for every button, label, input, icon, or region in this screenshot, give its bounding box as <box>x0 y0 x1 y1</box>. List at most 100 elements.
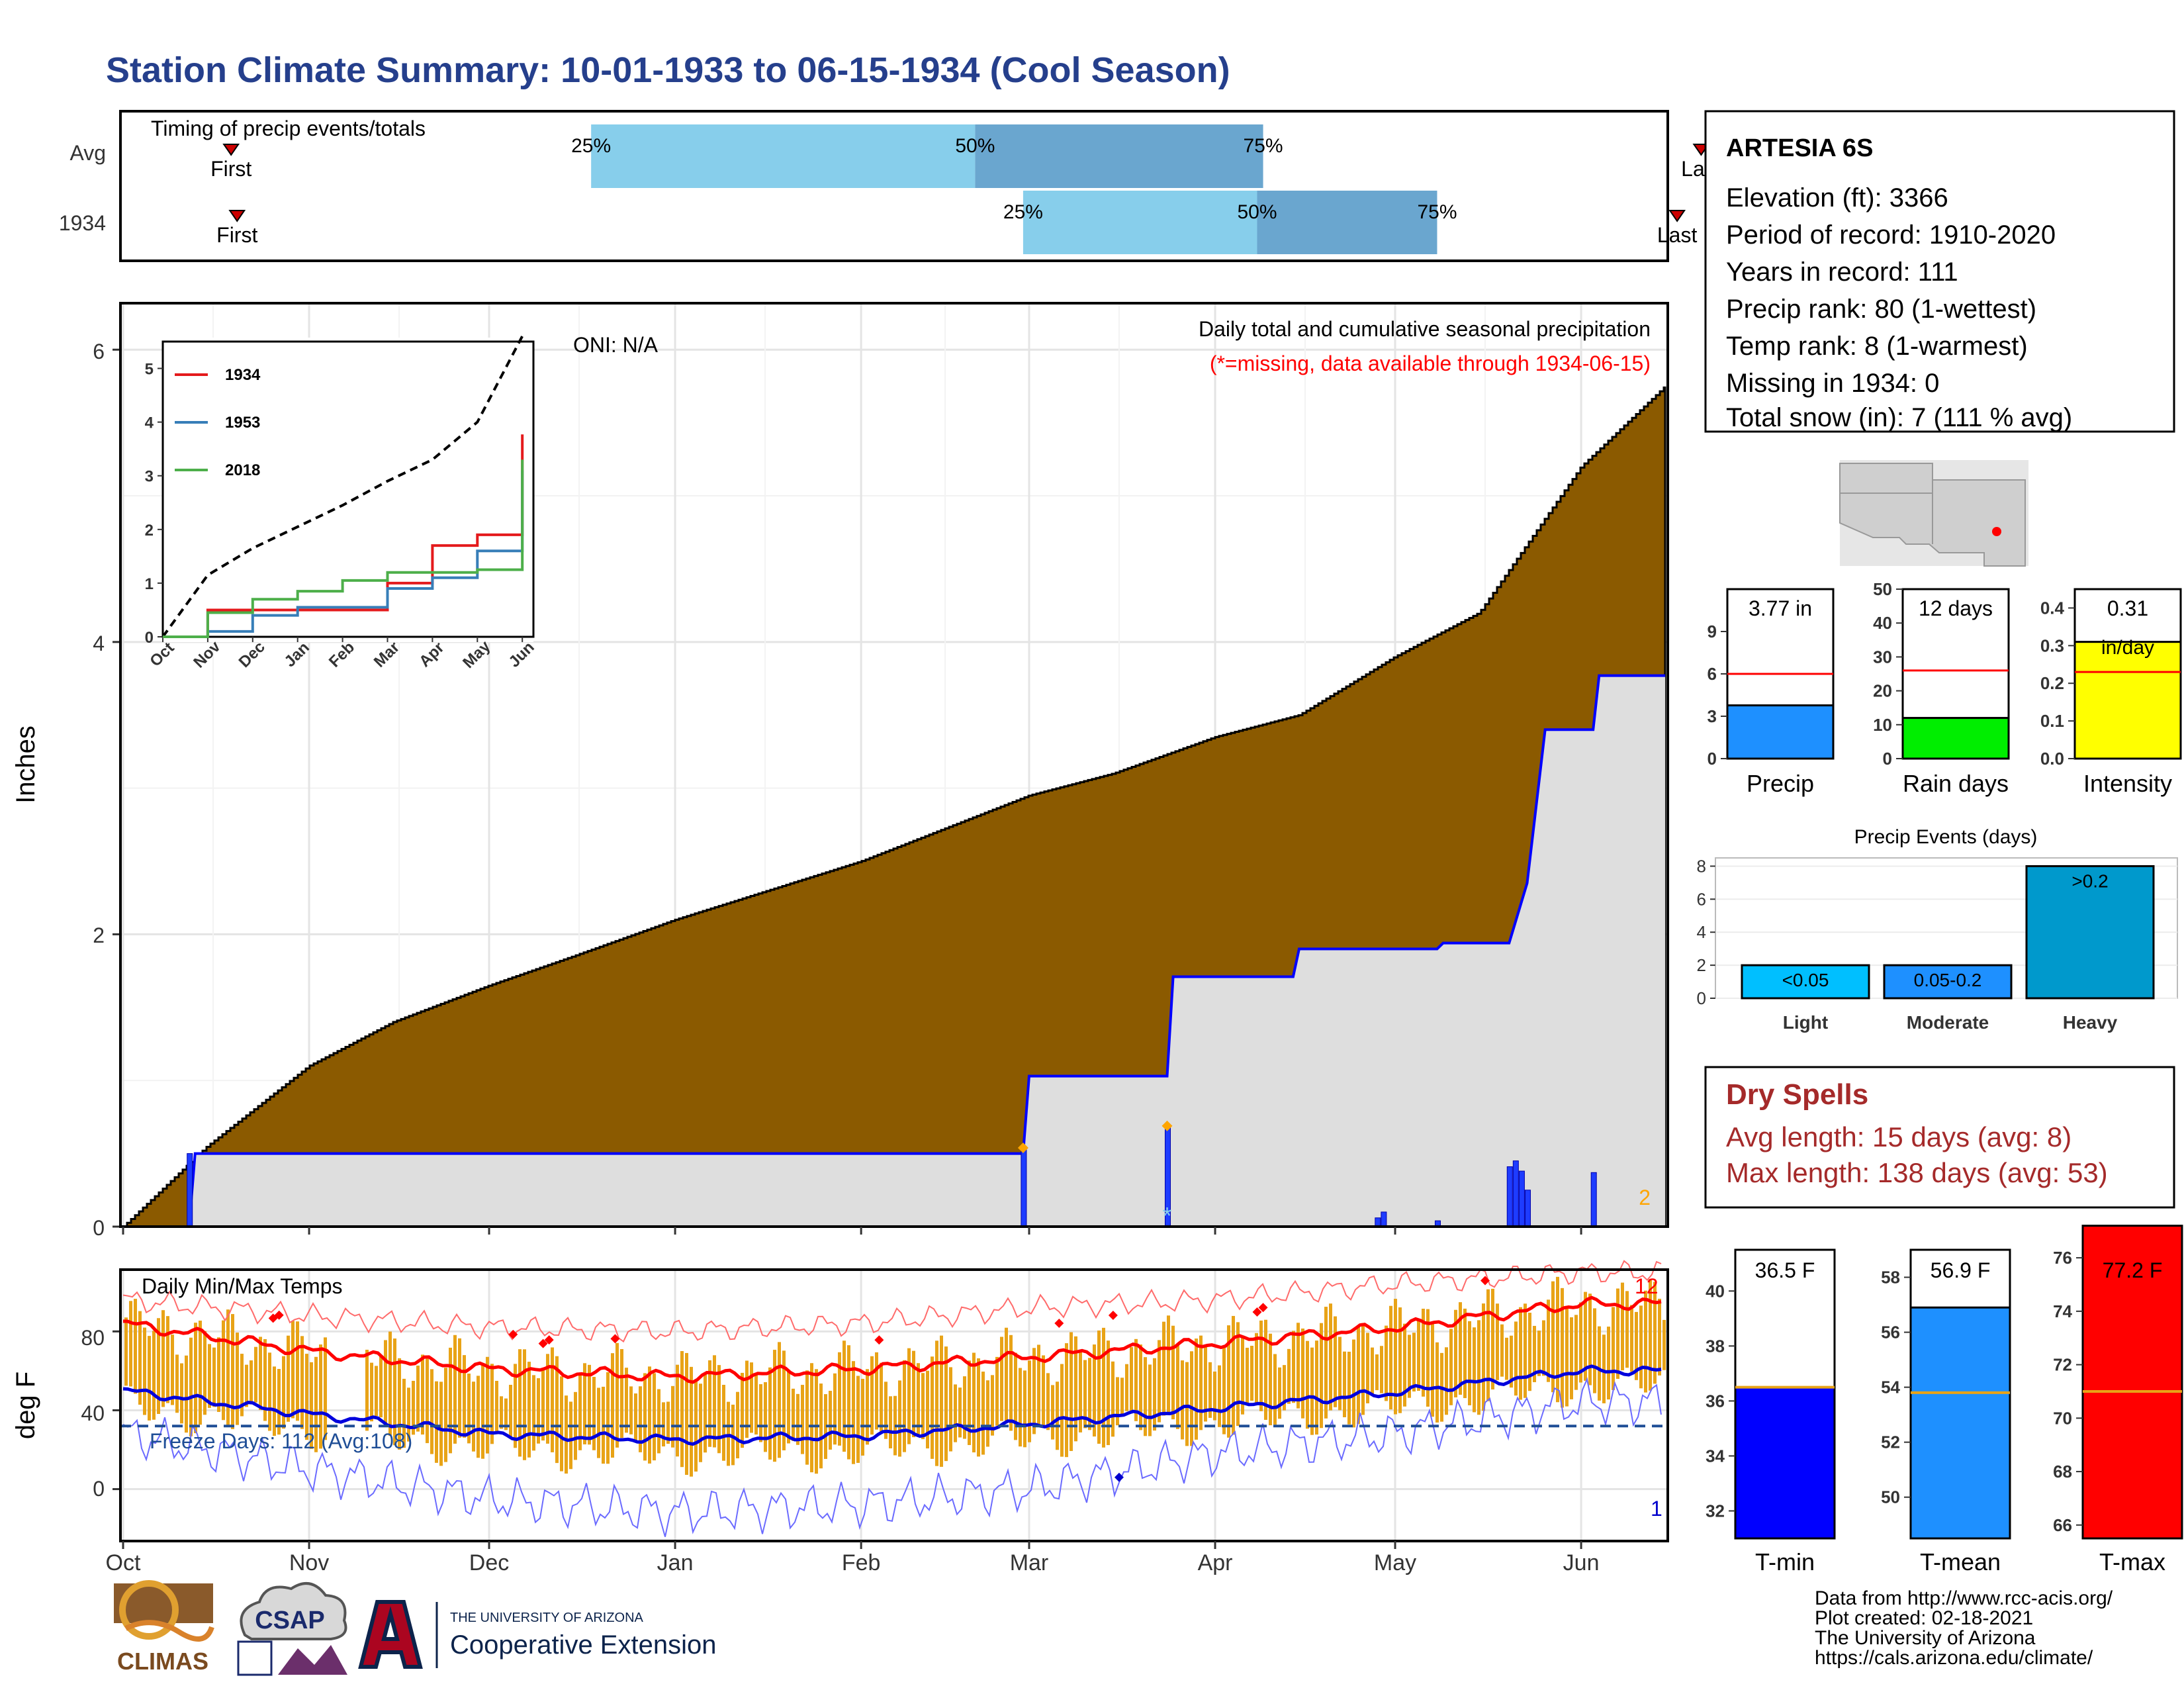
summary-bar <box>2073 641 2182 760</box>
climas-text: CLIMAS <box>117 1648 208 1675</box>
inset-ytick: 3 <box>145 468 154 486</box>
station-location-dot <box>1992 527 2001 536</box>
daily-temp-range-bar <box>833 1373 837 1445</box>
daily-temp-range-bar <box>1371 1347 1374 1394</box>
daily-temp-range-bar <box>1593 1308 1596 1393</box>
daily-temp-range-bar <box>324 1337 327 1440</box>
station-temp-rank: Temp rank: 8 (1-warmest) <box>1726 332 2028 361</box>
inset-series-1953 <box>163 470 524 638</box>
daily-temp-range-bar <box>1227 1325 1230 1438</box>
daily-temp-range-bar <box>537 1378 540 1444</box>
daily-temp-range-bar <box>175 1354 179 1413</box>
daily-temp-range-bar <box>148 1336 151 1421</box>
station-period: Period of record: 1910-2020 <box>1726 220 2056 250</box>
events-ytick: 4 <box>1697 922 1706 942</box>
temp-summary-bar <box>2081 1225 2183 1540</box>
daily-temp-range-bar <box>1449 1329 1453 1405</box>
daily-temp-range-bar <box>486 1356 489 1454</box>
daily-temp-range-bar <box>597 1387 600 1458</box>
daily-temp-range-bar <box>1301 1328 1304 1419</box>
daily-temp-range-bar <box>954 1384 957 1442</box>
daily-temp-range-bar <box>1574 1315 1578 1390</box>
daily-temp-range-bar <box>1389 1305 1392 1410</box>
first-event-label: First <box>210 157 251 181</box>
daily-temp-range-bar <box>1505 1337 1508 1380</box>
daily-temp-range-bar <box>995 1356 999 1426</box>
daily-temp-range-bar <box>653 1373 656 1461</box>
summary-ytick: 0.2 <box>2040 673 2064 693</box>
snow-marker <box>1017 1142 1028 1153</box>
daily-temp-range-bar <box>972 1352 976 1453</box>
daily-temp-range-bar <box>1019 1368 1022 1447</box>
precip-caption: Daily total and cumulative seasonal prec… <box>1199 317 1651 341</box>
daily-temp-range-bar <box>1357 1326 1360 1425</box>
temp-ytick: 80 <box>81 1326 105 1350</box>
daily-temp-range-bar <box>171 1335 174 1405</box>
daily-temp-range-bar <box>588 1364 591 1445</box>
daily-temp-range-bar <box>592 1376 596 1450</box>
daily-temp-range-bar <box>648 1366 651 1464</box>
daily-temp-range-bar <box>764 1382 767 1452</box>
daily-temp-range-bar <box>759 1384 762 1442</box>
timing-pct-label: 75% <box>1417 201 1457 223</box>
daily-temp-range-bar <box>699 1383 702 1462</box>
daily-temp-range-bar <box>778 1342 781 1458</box>
daily-temp-range-bar <box>768 1367 772 1460</box>
daily-temp-range-bar <box>565 1395 568 1474</box>
daily-temp-range-bar <box>583 1363 586 1444</box>
station-info-box: ARTESIA 6S Elevation (ft): 3366 Period o… <box>1704 110 2175 433</box>
daily-temp-range-bar <box>657 1389 660 1454</box>
daily-temp-range-bar <box>787 1370 790 1444</box>
daily-temp-range-bar <box>639 1386 642 1452</box>
daily-temp-range-bar <box>477 1376 480 1458</box>
daily-temp-range-bar <box>856 1376 860 1463</box>
dry-spells-frame <box>1704 1066 2175 1209</box>
temp-summary-ytick: 66 <box>2053 1515 2072 1535</box>
daily-temp-range-bar <box>481 1363 484 1459</box>
daily-temp-range-bar <box>1125 1364 1128 1411</box>
daily-temp-range-bar <box>1148 1364 1152 1436</box>
daily-temp-range-bar <box>300 1336 304 1429</box>
summary-value: 0.31 <box>2107 596 2148 620</box>
temp-panel: deg F 0 40 80 Daily Min/Max Temps Freeze… <box>11 1227 1669 1575</box>
daily-temp-range-bar <box>222 1320 225 1421</box>
daily-temp-range-bar <box>416 1365 420 1432</box>
daily-temp-range-bar <box>166 1316 169 1403</box>
daily-temp-range-bar <box>690 1366 693 1477</box>
record-low-line <box>122 1377 1662 1537</box>
daily-temp-range-bar <box>852 1361 855 1464</box>
daily-temp-range-bar <box>949 1367 952 1452</box>
timing-pct-label: 50% <box>1237 201 1277 223</box>
last-event-marker <box>1668 210 1686 222</box>
record-high-marker <box>1054 1319 1064 1329</box>
daily-temp-range-bar <box>231 1314 234 1429</box>
daily-temp-range-bar <box>310 1362 313 1449</box>
summary-ytick: 0.1 <box>2040 711 2064 731</box>
daily-temp-range-bar <box>495 1380 498 1434</box>
daily-temp-range-bar <box>1445 1347 1448 1415</box>
first-event-marker <box>228 210 246 222</box>
daily-temp-range-bar <box>1426 1309 1430 1407</box>
summary-ytick: 0 <box>1883 749 1892 769</box>
daily-temp-range-bar <box>254 1346 257 1403</box>
ua-a-mark <box>358 1600 423 1669</box>
daily-temp-range-bar <box>1496 1303 1499 1380</box>
daily-temp-range-bar <box>842 1340 846 1452</box>
daily-temp-range-bar <box>523 1349 526 1460</box>
daily-temp-range-bar <box>1584 1291 1587 1381</box>
events-ytick: 0 <box>1697 988 1706 1008</box>
daily-temp-range-bar <box>463 1355 466 1438</box>
daily-temp-range-bar <box>1635 1311 1638 1380</box>
daily-temp-range-bar <box>1315 1340 1318 1435</box>
daily-temp-range-bar <box>412 1380 415 1435</box>
daily-temp-range-bar <box>1167 1315 1170 1415</box>
station-years: Years in record: 111 <box>1726 258 1958 287</box>
daily-temp-range-bar <box>606 1372 610 1464</box>
timing-bar-late <box>1257 191 1437 254</box>
daily-precip-bar <box>187 1153 193 1227</box>
temp-summary-ytick: 36 <box>1706 1391 1725 1411</box>
daily-temp-range-bar <box>1255 1333 1258 1404</box>
ua-top-text: THE UNIVERSITY OF ARIZONA <box>450 1611 644 1625</box>
timing-panel: Timing of precip events/totals 25% 50% 75%… <box>59 110 1721 262</box>
